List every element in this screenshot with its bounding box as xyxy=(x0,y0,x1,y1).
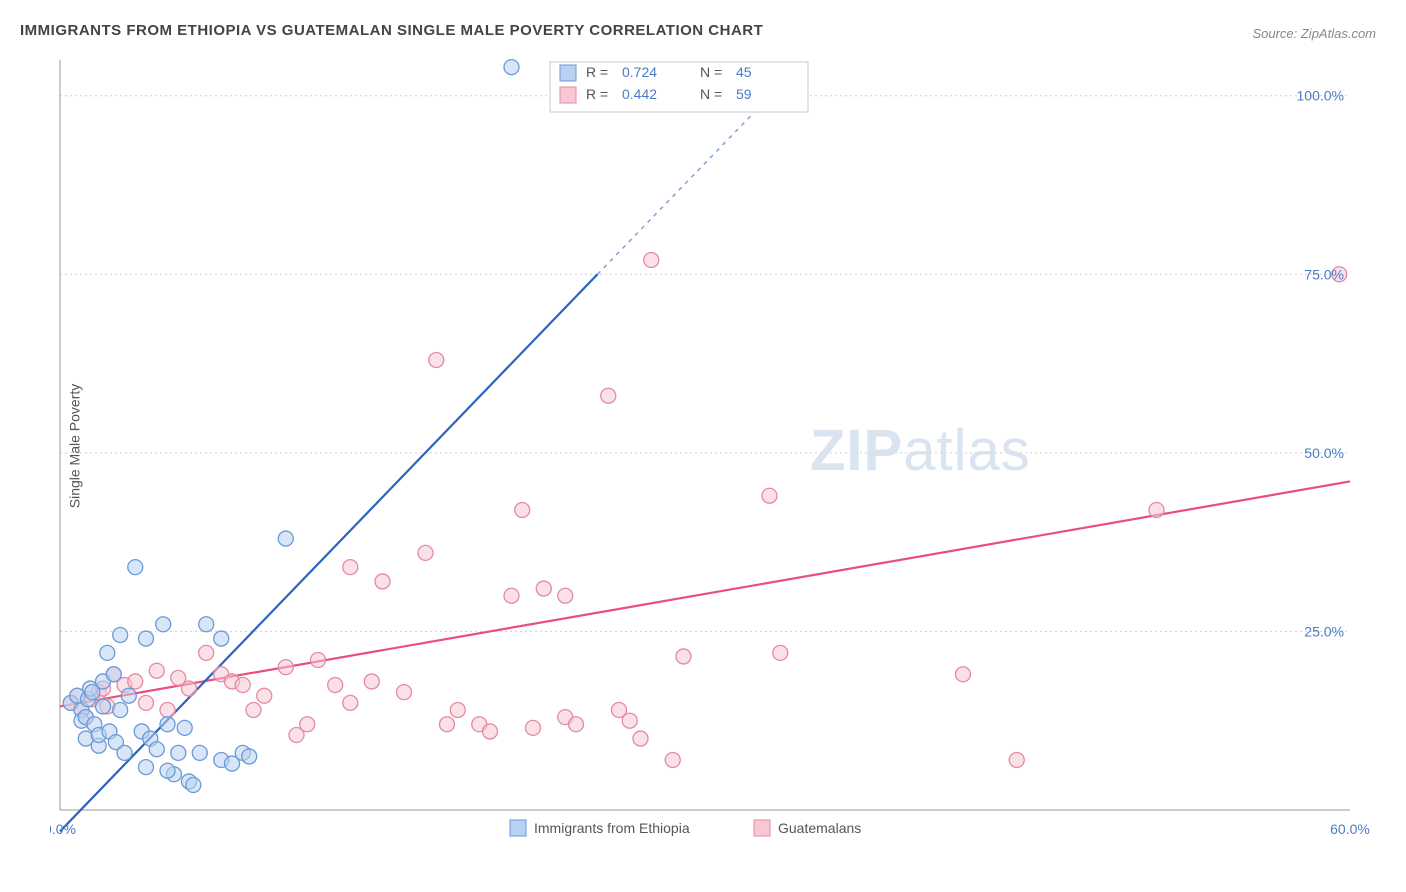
data-point xyxy=(397,685,412,700)
data-point xyxy=(278,531,293,546)
data-point xyxy=(526,720,541,735)
data-point xyxy=(139,760,154,775)
data-point xyxy=(160,717,175,732)
data-point xyxy=(106,667,121,682)
legend-r-value: 0.442 xyxy=(622,86,657,102)
legend-n-label: N = xyxy=(700,64,722,80)
legend-swatch xyxy=(560,87,576,103)
data-point xyxy=(418,545,433,560)
data-point xyxy=(160,763,175,778)
data-point xyxy=(121,688,136,703)
data-point xyxy=(100,645,115,660)
legend-series-label: Immigrants from Ethiopia xyxy=(534,820,690,836)
data-point xyxy=(182,681,197,696)
data-point xyxy=(214,631,229,646)
scatter-plot: ZIPatlas R = 0.724N = 45R = 0.442N = 59 … xyxy=(50,50,1380,840)
data-point xyxy=(139,631,154,646)
data-point xyxy=(128,560,143,575)
data-point xyxy=(536,581,551,596)
data-point xyxy=(117,745,132,760)
data-point xyxy=(364,674,379,689)
series-legend: Immigrants from Ethiopia Guatemalans xyxy=(510,820,861,836)
data-point xyxy=(676,649,691,664)
data-point xyxy=(192,745,207,760)
data-point xyxy=(450,703,465,718)
legend-series-label: Guatemalans xyxy=(778,820,861,836)
data-point xyxy=(328,678,343,693)
data-point xyxy=(278,660,293,675)
watermark: ZIPatlas xyxy=(810,418,1031,483)
data-point xyxy=(149,742,164,757)
data-point xyxy=(622,713,637,728)
data-point xyxy=(429,353,444,368)
data-point xyxy=(343,560,358,575)
y-tick-label: 100.0% xyxy=(1297,88,1344,104)
data-point xyxy=(186,778,201,793)
data-point xyxy=(633,731,648,746)
data-point xyxy=(300,717,315,732)
data-point xyxy=(128,674,143,689)
legend-swatch xyxy=(560,65,576,81)
data-point xyxy=(504,60,519,75)
legend-r-value: 0.724 xyxy=(622,64,657,80)
data-point xyxy=(235,678,250,693)
data-point xyxy=(96,699,111,714)
data-point xyxy=(515,503,530,518)
data-point xyxy=(311,653,326,668)
data-point xyxy=(375,574,390,589)
data-point xyxy=(139,695,154,710)
data-point xyxy=(113,703,128,718)
chart-area: ZIPatlas R = 0.724N = 45R = 0.442N = 59 … xyxy=(50,50,1380,840)
data-point xyxy=(199,617,214,632)
data-point xyxy=(483,724,498,739)
data-point xyxy=(257,688,272,703)
y-tick-label: 25.0% xyxy=(1304,623,1344,639)
data-point xyxy=(1009,753,1024,768)
data-point xyxy=(601,388,616,403)
data-point xyxy=(160,703,175,718)
data-point xyxy=(199,645,214,660)
data-point xyxy=(762,488,777,503)
chart-title: IMMIGRANTS FROM ETHIOPIA VS GUATEMALAN S… xyxy=(20,22,763,39)
data-point xyxy=(171,745,186,760)
x-tick-label: 0.0% xyxy=(50,821,76,837)
data-point xyxy=(956,667,971,682)
source-attribution: Source: ZipAtlas.com xyxy=(1252,26,1376,41)
legend-r-label: R = xyxy=(586,64,608,80)
x-tick-label: 60.0% xyxy=(1330,821,1370,837)
y-tick-label: 50.0% xyxy=(1304,445,1344,461)
data-point xyxy=(644,253,659,268)
data-point xyxy=(1149,503,1164,518)
legend-n-value: 59 xyxy=(736,86,752,102)
data-point xyxy=(569,717,584,732)
data-point xyxy=(558,588,573,603)
data-point xyxy=(177,720,192,735)
data-point xyxy=(242,749,257,764)
legend-r-label: R = xyxy=(586,86,608,102)
legend-swatch xyxy=(510,820,526,836)
data-point xyxy=(113,628,128,643)
data-point xyxy=(246,703,261,718)
data-point xyxy=(149,663,164,678)
legend-n-label: N = xyxy=(700,86,722,102)
data-point xyxy=(504,588,519,603)
legend-n-value: 45 xyxy=(736,64,752,80)
data-point xyxy=(343,695,358,710)
data-point xyxy=(665,753,680,768)
data-point xyxy=(773,645,788,660)
trendline-ethiopia xyxy=(60,274,598,831)
legend-swatch xyxy=(754,820,770,836)
y-tick-label: 75.0% xyxy=(1304,266,1344,282)
data-point xyxy=(440,717,455,732)
data-point xyxy=(156,617,171,632)
correlation-legend: R = 0.724 N = 45 R = 0.442 N = 59 xyxy=(550,62,808,112)
